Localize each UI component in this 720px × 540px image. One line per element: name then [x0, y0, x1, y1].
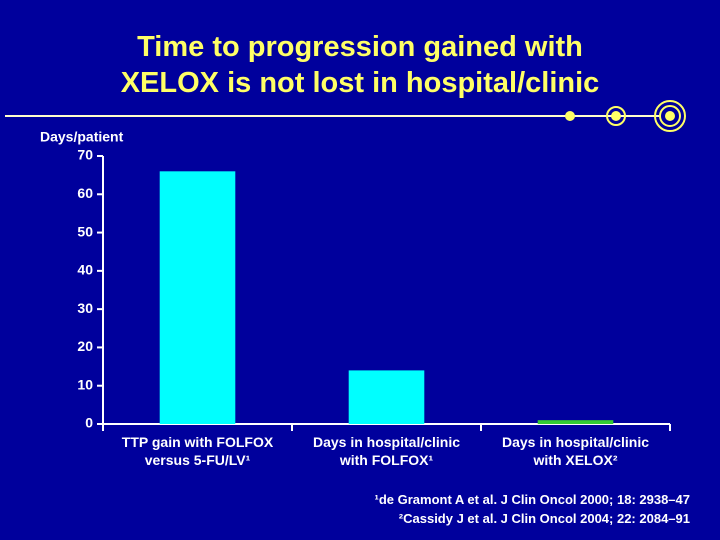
- bar: [537, 420, 614, 424]
- footnote: ¹de Gramont A et al. J Clin Oncol 2000; …: [375, 492, 691, 507]
- bar: [159, 171, 236, 424]
- y-tick-label: 30: [77, 300, 93, 316]
- y-tick-label: 20: [77, 338, 93, 354]
- y-tick-label: 40: [77, 262, 93, 278]
- footnote: ²Cassidy J et al. J Clin Oncol 2004; 22:…: [399, 511, 690, 526]
- title-rule: [5, 100, 686, 132]
- y-tick-label: 10: [77, 376, 93, 392]
- y-tick-label: 50: [77, 223, 93, 239]
- bar: [348, 370, 425, 424]
- y-axis-label: Days/patient: [40, 129, 124, 145]
- x-tick-label: Days in hospital/clinic with XELOX²: [502, 434, 649, 468]
- y-tick-label: 60: [77, 185, 93, 201]
- y-tick-label: 0: [85, 415, 93, 431]
- x-tick-label: TTP gain with FOLFOX versus 5-FU/LV¹: [122, 434, 274, 468]
- x-tick-label: Days in hospital/clinic with FOLFOX¹: [313, 434, 460, 468]
- chart-title: Time to progression gained with: [137, 31, 583, 63]
- y-tick-label: 70: [77, 147, 93, 163]
- chart-title: XELOX is not lost in hospital/clinic: [121, 67, 600, 99]
